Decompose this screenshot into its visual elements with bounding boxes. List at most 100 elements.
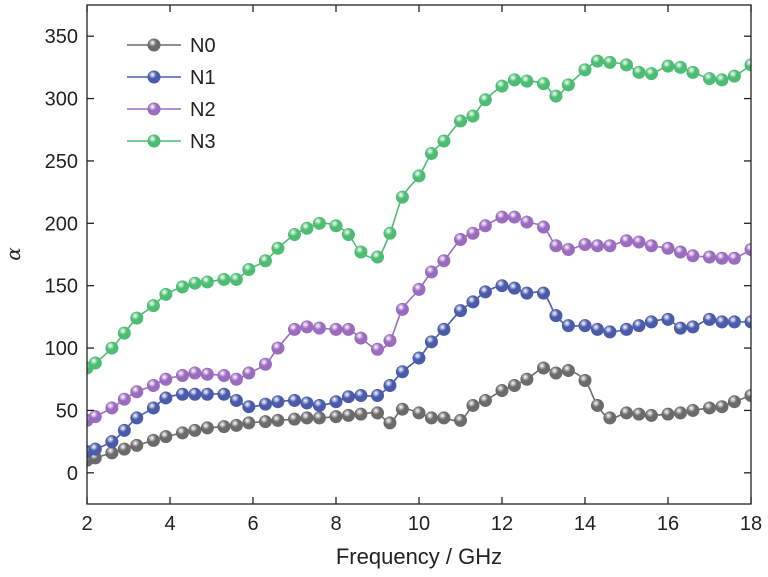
- data-point: [453, 233, 467, 247]
- y-tick-label: 100: [45, 338, 78, 360]
- data-point: [188, 423, 202, 437]
- data-point: [175, 387, 189, 401]
- data-point: [437, 411, 451, 425]
- x-tick-label: 10: [408, 513, 430, 535]
- data-point: [175, 426, 189, 440]
- data-point: [130, 311, 144, 325]
- data-point: [686, 65, 700, 79]
- data-point: [175, 369, 189, 383]
- series-n3: [87, 54, 751, 375]
- data-point: [258, 415, 272, 429]
- data-point: [715, 400, 729, 414]
- data-point: [661, 59, 675, 73]
- data-point: [395, 402, 409, 416]
- x-tick-label: 14: [574, 513, 596, 535]
- data-point: [88, 410, 102, 424]
- data-point: [561, 364, 575, 378]
- data-point: [437, 134, 451, 148]
- data-point: [200, 367, 214, 381]
- data-point: [644, 67, 658, 81]
- data-point: [354, 245, 368, 259]
- data-point: [242, 366, 256, 380]
- data-point: [341, 228, 355, 242]
- data-point: [536, 220, 550, 234]
- data-point: [271, 341, 285, 355]
- data-point: [258, 254, 272, 268]
- data-point: [146, 299, 160, 313]
- data-point: [536, 361, 550, 375]
- data-point: [229, 272, 243, 286]
- data-point: [217, 272, 231, 286]
- data-point: [383, 334, 397, 348]
- data-point: [329, 395, 343, 409]
- data-point: [727, 251, 741, 265]
- data-point: [117, 392, 131, 406]
- data-point: [673, 60, 687, 74]
- data-point: [229, 372, 243, 386]
- data-point: [105, 446, 119, 460]
- data-point: [287, 412, 301, 426]
- data-point: [370, 406, 384, 420]
- data-point: [453, 304, 467, 318]
- data-point: [370, 388, 384, 402]
- data-point: [383, 416, 397, 430]
- data-point: [146, 378, 160, 392]
- data-point: [424, 265, 438, 279]
- data-point: [287, 322, 301, 336]
- data-point: [549, 366, 563, 380]
- data-point: [412, 351, 426, 365]
- y-tick-label: 250: [45, 151, 78, 173]
- x-tick-label: 2: [81, 513, 92, 535]
- data-point: [466, 398, 480, 412]
- data-point: [117, 423, 131, 437]
- data-point: [603, 325, 617, 339]
- legend-label: N1: [190, 67, 216, 89]
- data-point: [412, 169, 426, 183]
- data-point: [619, 322, 633, 336]
- data-point: [644, 408, 658, 422]
- y-axis-title: α: [1, 247, 25, 261]
- data-point: [395, 190, 409, 204]
- data-point: [217, 369, 231, 383]
- y-tick-label: 50: [56, 400, 78, 422]
- data-point: [271, 395, 285, 409]
- series-layer: [87, 54, 751, 467]
- series-line: [87, 284, 751, 453]
- data-point: [354, 388, 368, 402]
- data-point: [258, 357, 272, 371]
- data-point: [673, 406, 687, 420]
- data-point: [88, 356, 102, 370]
- data-point: [242, 400, 256, 414]
- x-axis: 2 4 6 8 10 12 14 16 18: [81, 5, 762, 535]
- data-point: [424, 335, 438, 349]
- legend-item-n1: N1: [127, 67, 216, 89]
- data-point: [271, 413, 285, 427]
- data-point: [686, 249, 700, 263]
- series-n1: [87, 279, 751, 459]
- data-point: [661, 241, 675, 255]
- data-point: [632, 65, 646, 79]
- data-point: [715, 315, 729, 329]
- data-point: [159, 287, 173, 301]
- data-point: [619, 406, 633, 420]
- data-point: [561, 319, 575, 333]
- data-point: [383, 226, 397, 240]
- data-point: [578, 63, 592, 77]
- data-point: [117, 326, 131, 340]
- data-point: [478, 393, 492, 407]
- data-point: [702, 312, 716, 326]
- data-point: [312, 411, 326, 425]
- data-point: [229, 418, 243, 432]
- data-point: [200, 387, 214, 401]
- data-point: [188, 366, 202, 380]
- data-point: [686, 403, 700, 417]
- data-point: [329, 322, 343, 336]
- x-tick-label: 4: [164, 513, 175, 535]
- data-point: [354, 331, 368, 345]
- data-point: [424, 411, 438, 425]
- data-point: [507, 73, 521, 87]
- data-point: [242, 262, 256, 276]
- x-tick-label: 8: [330, 513, 341, 535]
- x-tick-label: 12: [491, 513, 513, 535]
- series-n2: [87, 210, 751, 427]
